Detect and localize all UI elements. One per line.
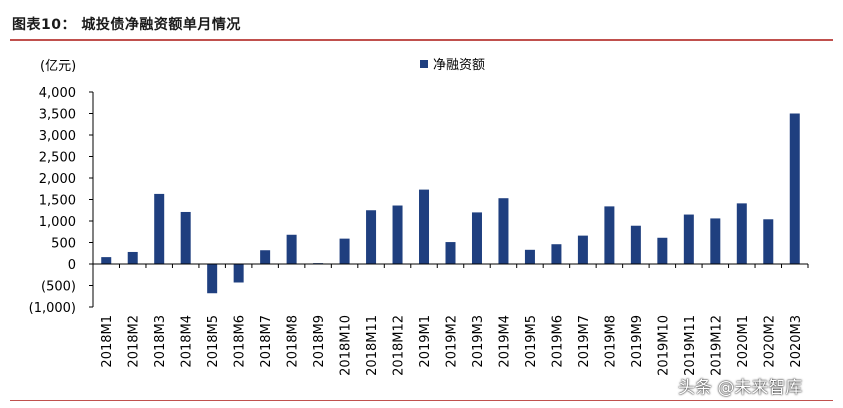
x-tick-label: 2018M11 (365, 315, 380, 376)
y-tick-label: 3,000 (39, 129, 76, 144)
bar-2020m2 (763, 219, 774, 264)
x-tick-label: 2018M7 (259, 315, 274, 368)
y-tick-label: 4,000 (39, 86, 76, 101)
x-tick-label: 2019M8 (603, 315, 618, 368)
x-tick-label: 2019M5 (524, 315, 539, 368)
x-tick-label: 2019M3 (471, 315, 486, 368)
bar-2019m7 (577, 235, 588, 264)
y-tick-label: 1,000 (39, 215, 76, 230)
bar-2019m5 (524, 249, 535, 264)
x-tick-label: 2020M2 (762, 315, 777, 368)
x-tick-label: 2018M12 (392, 315, 407, 376)
y-tick-label: 2,000 (39, 172, 76, 187)
y-tick-label: 500 (51, 237, 76, 252)
y-tick-label: 3,500 (39, 108, 76, 123)
bar-2019m6 (551, 244, 562, 264)
x-tick-label: 2018M1 (100, 315, 115, 368)
bar-2019m2 (445, 242, 456, 264)
y-tick-label: (500) (41, 280, 76, 295)
legend-label: 净融资额 (433, 58, 485, 73)
bar-2020m3 (789, 113, 800, 264)
y-axis: (1,000) (500) 0 500 1,000 1,500 2,000 2,500 3,00… (29, 86, 94, 316)
bar-2018m8 (286, 234, 297, 264)
title-divider (10, 39, 833, 41)
x-tick-label: 2018M8 (286, 315, 301, 368)
y-tick-label: 2,500 (39, 151, 76, 166)
bottom-divider (10, 400, 833, 401)
x-tick-label: 2018M2 (127, 315, 142, 368)
x-axis: 2018M1 2018M2 2018M3 2018M4 2018M5 2018M6 2018… (92, 263, 809, 376)
bar-2019m11 (683, 214, 694, 264)
bar-2019m3 (471, 212, 482, 264)
bar-2018m12 (392, 205, 403, 264)
bar-2019m4 (498, 198, 509, 264)
bar-2018m11 (366, 210, 377, 264)
bar-2018m6 (233, 264, 244, 283)
x-tick-label: 2019M2 (445, 315, 460, 368)
bar-2019m8 (604, 206, 615, 264)
x-tick-label: 2019M12 (709, 315, 724, 376)
bar-2018m10 (339, 238, 350, 264)
bar-2018m1 (101, 257, 112, 264)
bar-2018m4 (180, 211, 191, 264)
x-tick-label: 2019M4 (497, 315, 512, 368)
x-tick-label: 2018M3 (153, 315, 168, 368)
bar-2018m7 (260, 250, 271, 264)
bar-2018m5 (207, 264, 218, 294)
watermark: 头条 @未来智库 (678, 378, 803, 398)
bar-2018m3 (154, 193, 165, 264)
x-tick-label: 2018M4 (180, 315, 195, 368)
x-tick-label: 2019M10 (656, 315, 671, 376)
x-tick-label: 2018M6 (233, 315, 248, 368)
bar-2019m1 (419, 189, 430, 264)
bar-2019m9 (630, 225, 641, 264)
unit-label: (亿元) (40, 59, 76, 74)
x-tick-label: 2019M9 (630, 315, 645, 368)
x-tick-label: 2018M5 (206, 315, 221, 368)
x-tick-label: 2019M11 (683, 315, 698, 376)
x-tick-label: 2018M9 (312, 315, 327, 368)
y-tick-label: 1,500 (39, 194, 76, 209)
x-tick-label: 2020M1 (736, 315, 751, 368)
x-tick-label: 2020M3 (789, 315, 804, 368)
bar-2019m10 (657, 237, 668, 264)
legend-swatch (420, 60, 428, 68)
bars (101, 113, 800, 294)
x-tick-label: 2019M6 (550, 315, 565, 368)
x-tick-label: 2018M10 (339, 315, 354, 376)
bar-2018m2 (127, 251, 138, 264)
bar-2020m1 (736, 203, 747, 264)
y-tick-label: 0 (68, 258, 76, 273)
y-tick-label: (1,000) (29, 301, 76, 316)
legend: 净融资额 (420, 58, 485, 73)
bar-2019m12 (710, 218, 721, 264)
x-tick-label: 2019M1 (418, 315, 433, 368)
x-tick-label: 2019M7 (577, 315, 592, 368)
page-title: 图表10： 城投债净融资额单月情况 (12, 17, 241, 33)
